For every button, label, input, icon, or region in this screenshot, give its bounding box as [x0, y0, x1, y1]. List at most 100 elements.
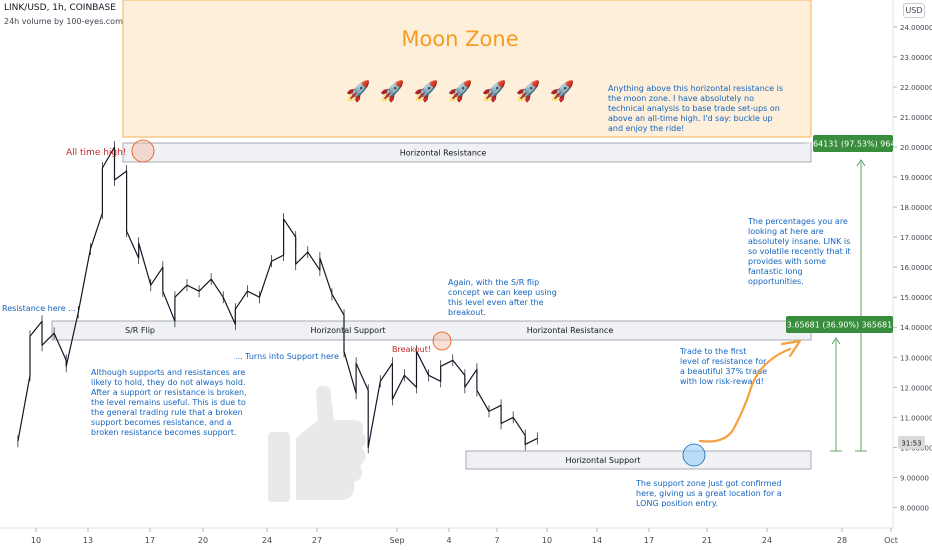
flip-note-line: this level even after the: [448, 298, 544, 307]
percent-note-line: provides with some: [748, 257, 826, 266]
projection-arrow-head: [780, 339, 802, 358]
horizontal-resistance-top-box: [122, 142, 812, 163]
measure-arrow-ath: [856, 159, 866, 167]
rocket-icon: 🚀: [482, 79, 507, 103]
sr-flip-label: S/R Flip: [125, 326, 155, 335]
sr-explain-line: the general trading rule that a broken: [91, 408, 243, 417]
horizontal-support-low-box: [465, 450, 812, 470]
x-tick-label: 10: [31, 536, 41, 545]
x-tick-label: 14: [592, 536, 602, 545]
moon-zone-note-line: and enjoy the ride!: [608, 124, 684, 133]
symbol-title: LINK/USD, 1h, COINBASE: [4, 3, 116, 13]
y-tick-label: 11.00000: [900, 414, 932, 422]
currency-button[interactable]: USD: [903, 3, 925, 18]
y-tick-label: 16.00000: [900, 264, 932, 272]
sr-explain-line: broken resistance becomes support.: [91, 428, 237, 437]
moon-zone-title: Moon Zone: [401, 27, 518, 51]
support-note-line: The support zone just got confirmed: [635, 479, 781, 488]
flip-note-line: concept we can keep using: [448, 288, 557, 297]
moon-zone-note-line: Anything above this horizontal resistanc…: [608, 84, 783, 93]
x-tick-label: 28: [837, 536, 847, 545]
thumb-hand: [296, 385, 366, 500]
trade-note-line: a beautiful 37% trade: [680, 367, 767, 376]
breakout-circle: [432, 331, 452, 351]
sr-explain-line: After a support or resistance is broken,: [91, 388, 247, 397]
resistance-here-label: Resistance here ...: [2, 304, 76, 313]
percent-note-line: looking at here are: [748, 227, 824, 236]
price-tag-box: [813, 135, 893, 152]
ath-label: All time high!: [66, 148, 126, 158]
trade-note-line: Trade to the first: [679, 347, 746, 356]
y-tick-label: 17.00000: [900, 234, 932, 242]
horizontal-resistance-top-label: Horizontal Resistance: [400, 149, 487, 158]
y-tick-label: 22.00000: [900, 84, 932, 92]
rocket-icon: 🚀: [414, 79, 439, 103]
rocket-icon: 🚀: [380, 79, 405, 103]
moon-zone-box: [122, 0, 812, 138]
trade-note-line: with low risk-reward!: [680, 377, 764, 386]
projection-arrow: [698, 347, 792, 443]
trade-note-line: level of resistance for: [680, 357, 767, 366]
support-confirm-circle: [682, 443, 706, 467]
volume-indicator-label: 24h volume by 100-eyes.com: [4, 17, 123, 26]
flip-note-line: breakout.: [448, 308, 486, 317]
x-tick-label: 24: [262, 536, 272, 545]
x-tick-label: 7: [494, 536, 499, 545]
thumbs-up-watermark: [268, 385, 366, 502]
rocket-icon: 🚀: [346, 79, 371, 103]
y-tick-label: 20.00000: [900, 144, 932, 152]
y-tick-label: 12.00000: [900, 384, 932, 392]
thumb-cuff: [268, 432, 290, 502]
y-tick-label: 19.00000: [900, 174, 932, 182]
x-tick-label: Sep: [389, 536, 404, 545]
percent-note-line: fantastic long: [748, 267, 803, 276]
percent-note-line: absolutely insane. LINK is: [748, 237, 850, 246]
rocket-icon: 🚀: [550, 79, 575, 103]
x-tick-label: 17: [644, 536, 654, 545]
sr-explain-line: the level remains useful. This is due to: [91, 398, 246, 407]
price-tag-box: [898, 436, 925, 449]
sr-explain-line: likely to hold, they do not always hold.: [91, 378, 246, 387]
sr-explain-line: Although supports and resistances are: [91, 368, 245, 377]
y-tick-label: 9.00000: [900, 474, 929, 482]
sr-explain-line: support becomes resistance, and a: [91, 418, 232, 427]
horizontal-support-mid-label: Horizontal Support: [310, 326, 385, 335]
y-tick-label: 13.00000: [900, 354, 932, 362]
measure-arrow-resistance: [831, 337, 841, 345]
y-tick-label: 24.00000: [900, 24, 932, 32]
x-tick-label: 13: [83, 536, 93, 545]
rocket-icon: 🚀: [516, 79, 541, 103]
percent-note-line: so volatile recently that it: [748, 247, 851, 256]
turns-support-label: ... Turns into Support here: [235, 352, 339, 361]
price-tag-label: 3.65681 (36.90%) 365681: [787, 321, 892, 330]
moon-zone-note-line: technical analysis to base trade set-ups…: [608, 104, 780, 113]
sr-flip-zone-box: [51, 320, 812, 341]
y-tick-label: 21.00000: [900, 114, 932, 122]
moon-zone-note-line: above an all-time high. I'd say: buckle …: [608, 114, 773, 123]
x-tick-label: 20: [198, 536, 208, 545]
percent-note-line: The percentages you are: [747, 217, 848, 226]
y-tick-label: 8.00000: [900, 504, 929, 512]
x-tick-label: 4: [446, 536, 451, 545]
percent-note-line: opportunities.: [748, 277, 804, 286]
support-note-line: here, giving us a great location for a: [636, 489, 782, 498]
price-tag-box: [786, 316, 893, 333]
rocket-icon: 🚀: [448, 79, 473, 103]
support-note-line: LONG position entry.: [636, 499, 718, 508]
y-tick-label: 14.00000: [900, 324, 932, 332]
price-tag-label: 31:53: [901, 440, 921, 448]
x-tick-label: 10: [542, 536, 552, 545]
x-tick-label: 21: [702, 536, 712, 545]
flip-note-line: Again, with the S/R flip: [448, 278, 539, 287]
breakout-label: Breakout!: [392, 345, 431, 354]
x-tick-label: 24: [762, 536, 772, 545]
y-tick-label: 15.00000: [900, 294, 932, 302]
x-tick-label: 17: [145, 536, 155, 545]
x-tick-label: Oct: [884, 536, 898, 545]
moon-zone-note-line: the moon zone. I have absolutely no: [608, 94, 754, 103]
x-tick-label: 27: [312, 536, 322, 545]
ath-circle: [131, 139, 155, 163]
y-tick-label: 23.00000: [900, 54, 932, 62]
